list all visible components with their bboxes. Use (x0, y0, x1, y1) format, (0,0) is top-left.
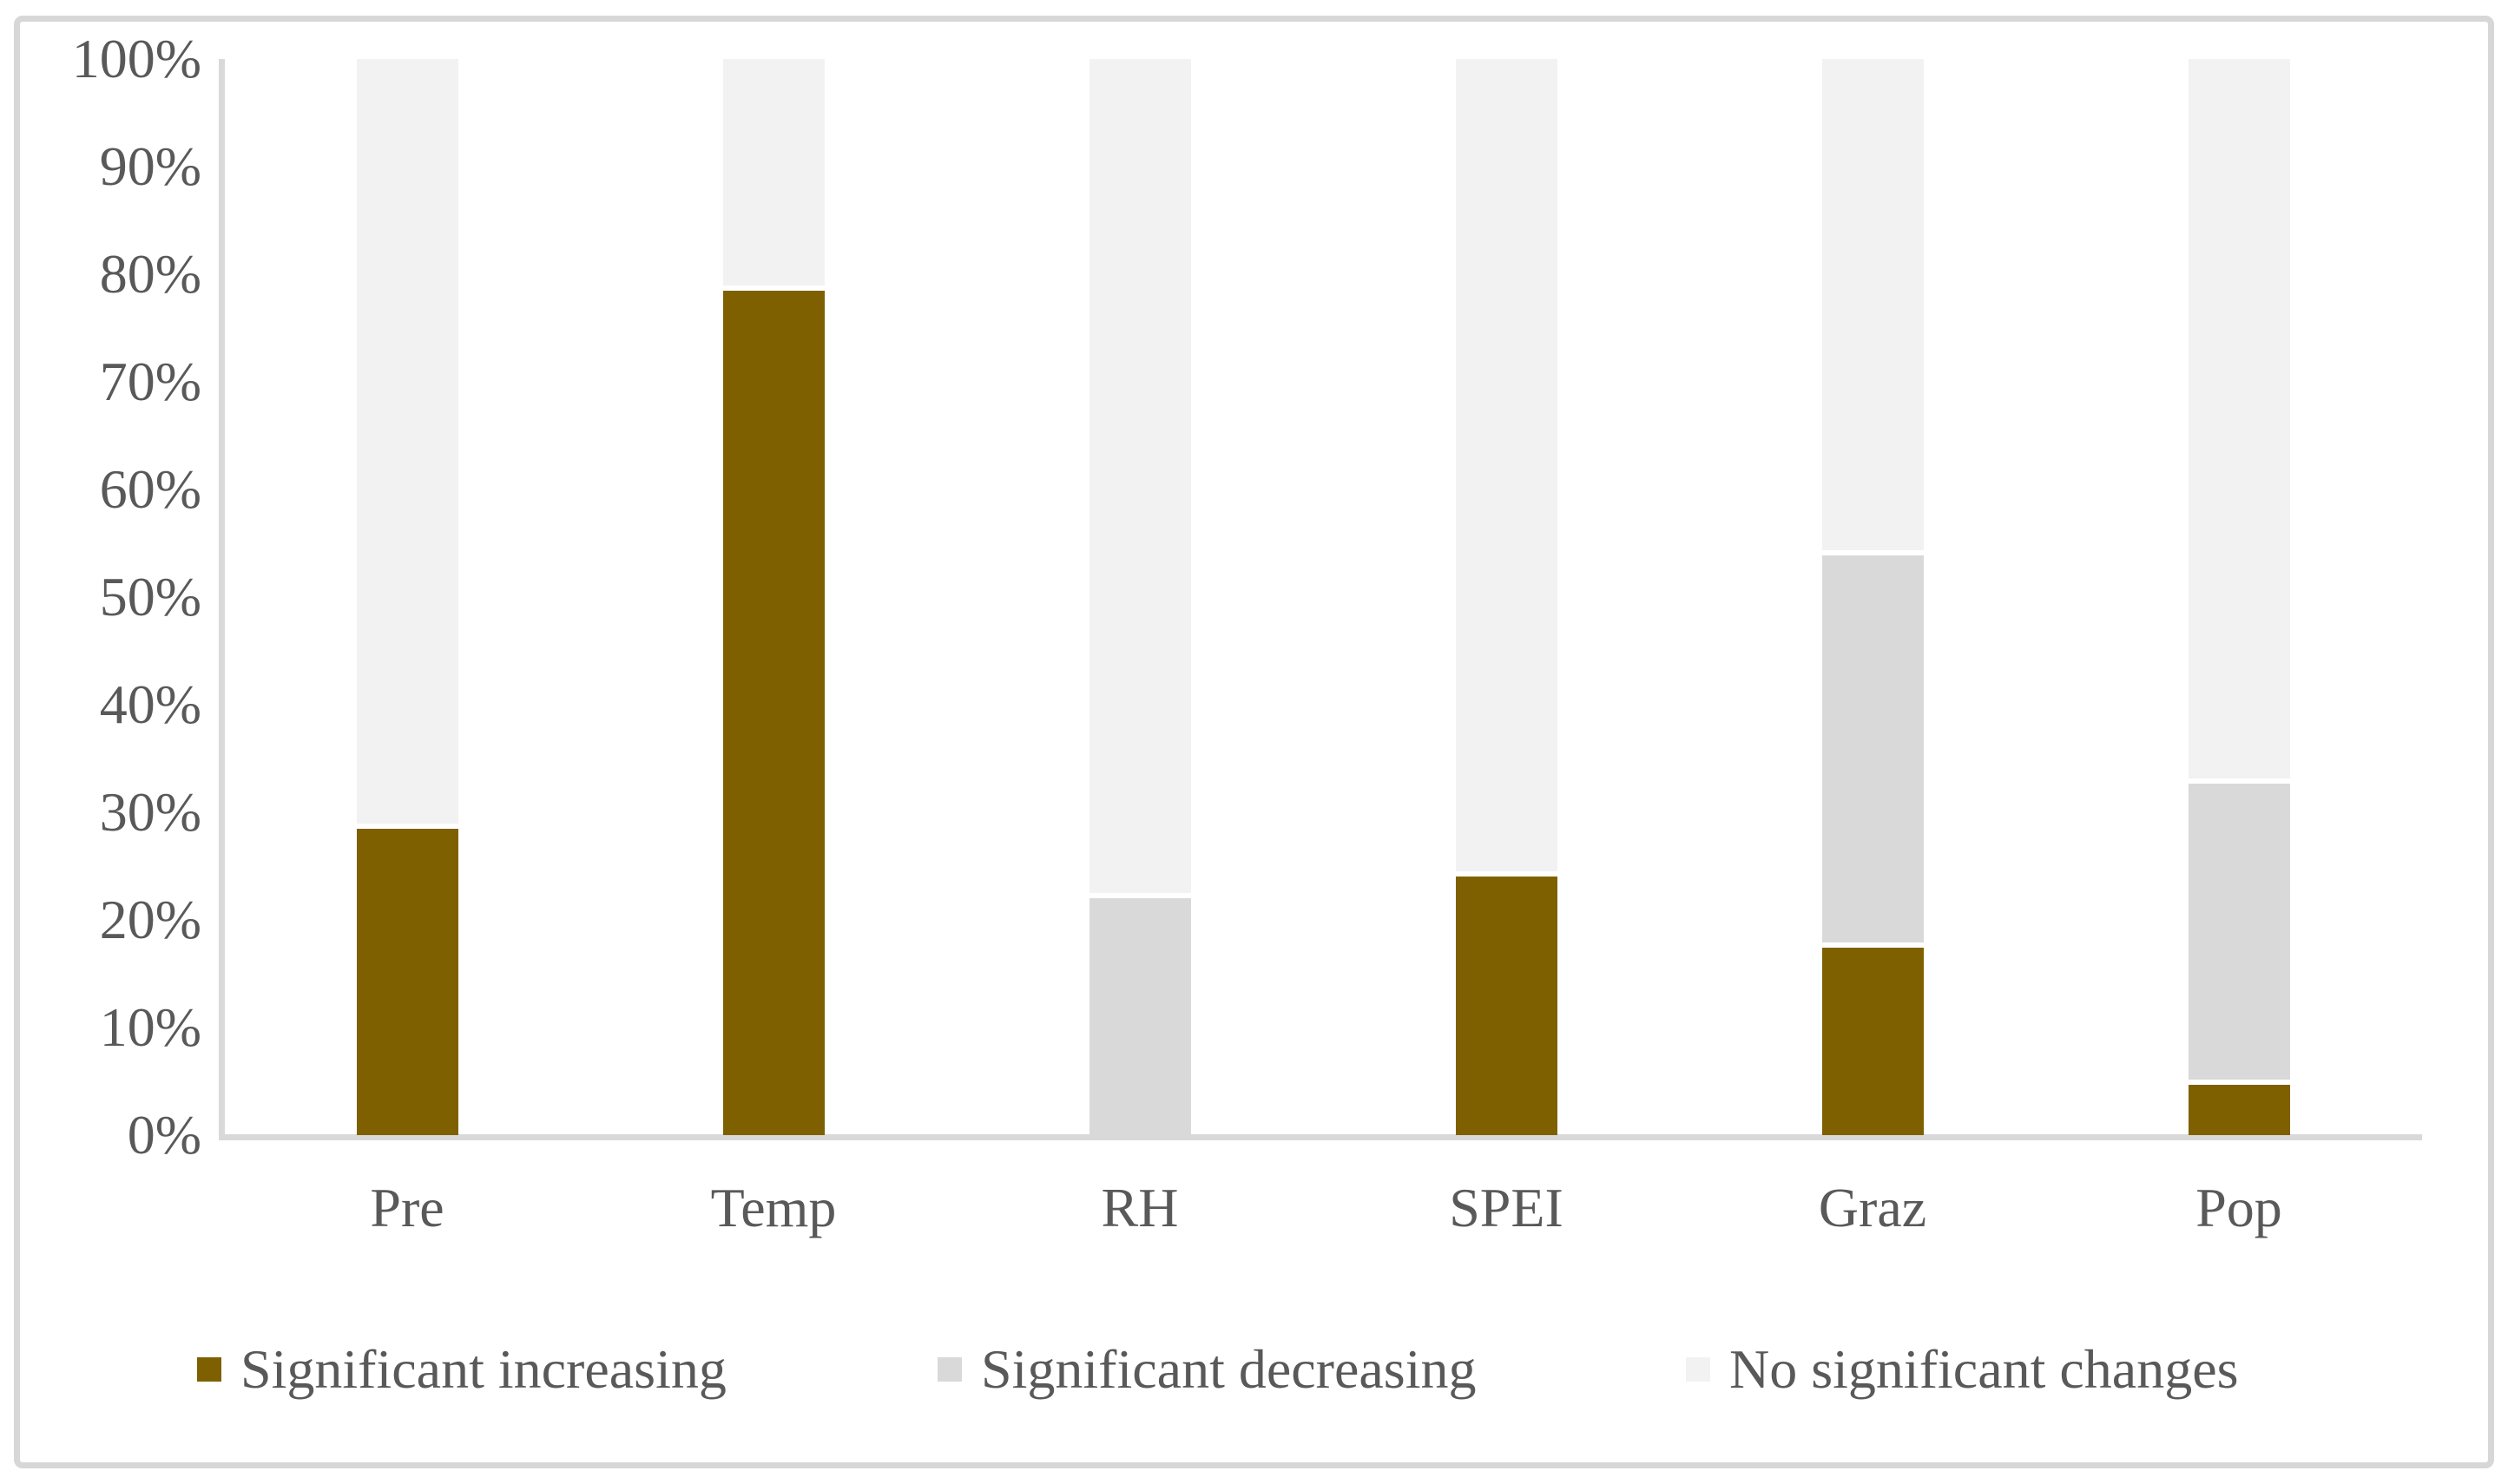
y-axis-tick-label: 20% (99, 889, 201, 950)
bar-segment-pre-series-2 (356, 59, 458, 829)
bar-segment-spei-series-2 (1455, 59, 1557, 877)
x-axis-category-label-spei: SPEI (1449, 1177, 1563, 1238)
bar-segment-rh-series-2 (1089, 59, 1191, 899)
y-axis-tick-label: 10% (99, 996, 201, 1058)
y-axis-line (219, 59, 225, 1140)
bar-segment-spei-series-0 (1455, 877, 1557, 1135)
legend-item-significant-increasing: Significant increasing (197, 1335, 727, 1404)
legend-label-no-significant-changes: No significant changes (1729, 1338, 2239, 1400)
y-axis-tick-label: 30% (99, 781, 201, 843)
legend-item-significant-decreasing: Significant decreasing (938, 1335, 1476, 1404)
y-axis-tick-label: 100% (71, 28, 201, 89)
bar-segment-temp-series-0 (722, 290, 825, 1135)
legend-label-significant-decreasing: Significant decreasing (981, 1338, 1477, 1400)
legend-swatch-no-significant-changes (1686, 1357, 1710, 1382)
legend-swatch-significant-increasing (197, 1357, 221, 1382)
legend-swatch-significant-decreasing (938, 1357, 962, 1382)
bar-segment-pop-series-2 (2188, 59, 2290, 784)
x-axis-category-label-pop: Pop (2195, 1177, 2282, 1238)
bar-segment-temp-series-2 (722, 59, 825, 291)
x-axis-line (219, 1134, 2422, 1140)
y-axis-tick-label: 60% (99, 458, 201, 520)
bar-segment-pop-series-0 (2188, 1084, 2290, 1135)
x-axis-category-label-graz: Graz (1818, 1177, 1927, 1238)
x-axis-category-label-pre: Pre (370, 1177, 444, 1238)
y-axis-tick-label: 70% (99, 351, 201, 412)
y-axis-tick-label: 90% (99, 135, 201, 197)
bar-segment-graz-series-0 (1821, 948, 1924, 1135)
bar-segment-graz-series-2 (1821, 59, 1924, 555)
bar-segment-pop-series-1 (2188, 783, 2290, 1085)
x-axis-category-label-rh: RH (1101, 1177, 1179, 1238)
y-axis-tick-label: 50% (99, 566, 201, 627)
legend-item-no-significant-changes: No significant changes (1686, 1335, 2239, 1404)
y-axis-tick-label: 40% (99, 673, 201, 735)
y-axis-tick-label: 80% (99, 243, 201, 305)
bar-segment-pre-series-0 (356, 828, 458, 1135)
bar-segment-rh-series-1 (1089, 898, 1191, 1135)
bar-segment-graz-series-1 (1821, 555, 1924, 949)
x-axis-category-label-temp: Temp (710, 1177, 837, 1238)
y-axis-tick-label: 0% (127, 1104, 201, 1166)
legend-label-significant-increasing: Significant increasing (240, 1338, 727, 1400)
